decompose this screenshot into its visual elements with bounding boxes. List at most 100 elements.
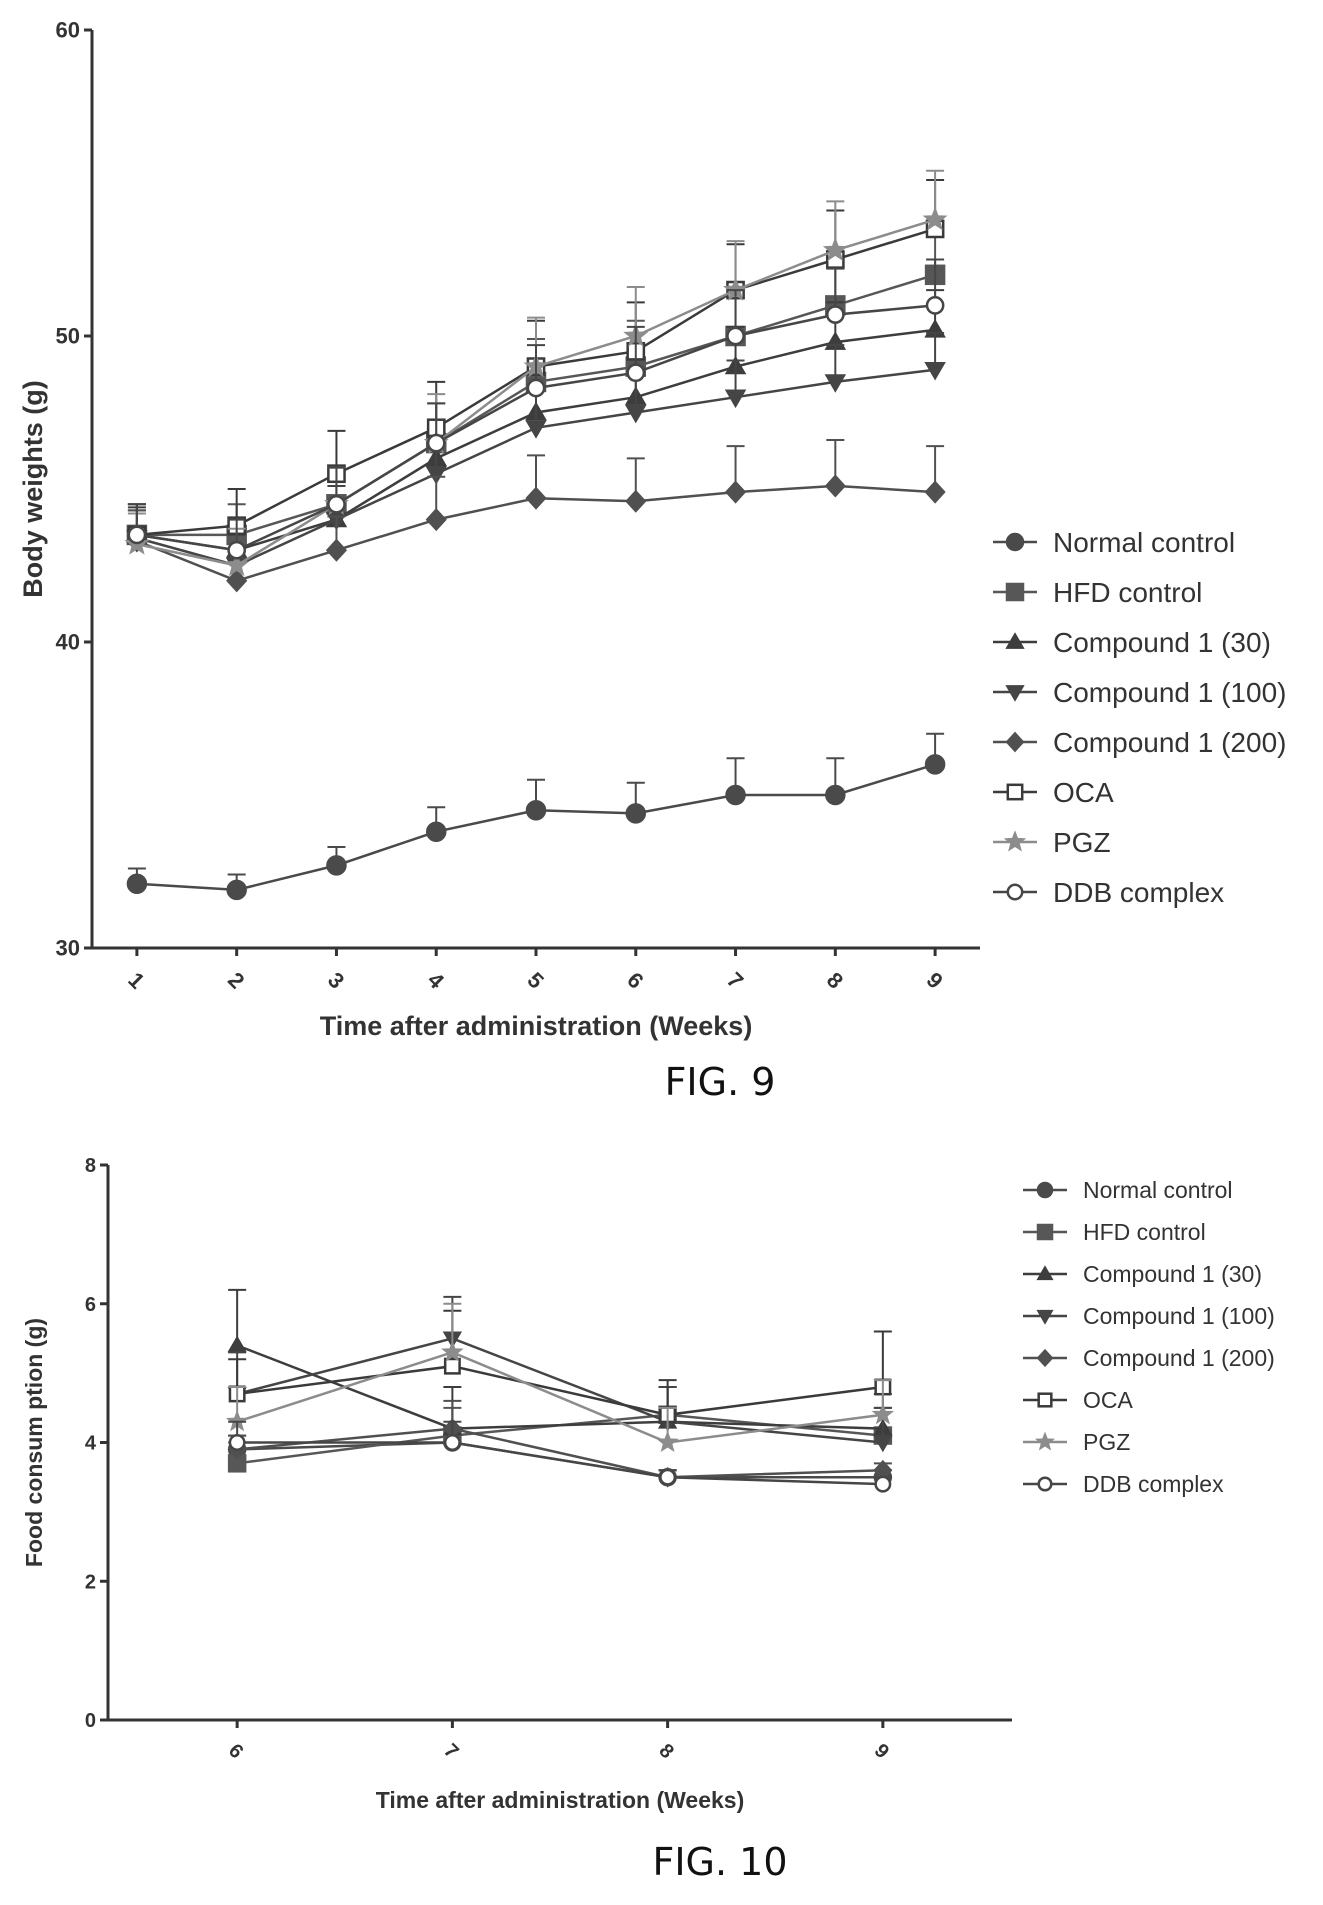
legend-label: OCA bbox=[1053, 777, 1114, 808]
data-point bbox=[426, 433, 446, 453]
data-point bbox=[924, 754, 946, 775]
series-normal-control bbox=[227, 1427, 893, 1487]
legend-marker bbox=[1036, 1309, 1054, 1325]
legend-item-compound-1-100: Compound 1 (100) bbox=[993, 677, 1286, 708]
legend-label: Compound 1 (100) bbox=[1083, 1303, 1275, 1329]
x-tick-label: 2 bbox=[223, 967, 249, 993]
legend-item-compound-1-100: Compound 1 (100) bbox=[1023, 1303, 1275, 1329]
data-point bbox=[825, 305, 845, 324]
series-compound-1-100 bbox=[227, 1295, 893, 1453]
legend-item-compound-1-30: Compound 1 (30) bbox=[1023, 1261, 1262, 1287]
data-point bbox=[871, 1402, 895, 1425]
legend-marker bbox=[1006, 883, 1024, 901]
data-point bbox=[227, 1335, 247, 1353]
series-line bbox=[237, 1441, 883, 1486]
legend-marker bbox=[1036, 1265, 1054, 1281]
data-point bbox=[724, 389, 747, 409]
legend-marker bbox=[1005, 632, 1025, 649]
data-point bbox=[625, 404, 647, 424]
legend-marker bbox=[1006, 783, 1024, 801]
x-tick-label: 8 bbox=[654, 1740, 677, 1763]
data-point bbox=[126, 873, 148, 894]
x-tick-label: 6 bbox=[622, 967, 648, 993]
data-point bbox=[425, 508, 447, 532]
figure-10: 0 2 4 6 8 6 7 8 9 Time after administration (Week… bbox=[0, 1125, 1323, 1884]
legend-label: Compound 1 (200) bbox=[1083, 1345, 1275, 1371]
legend-item-ddb-complex: DDB complex bbox=[993, 877, 1224, 908]
data-point bbox=[625, 803, 647, 824]
legend-marker bbox=[1003, 830, 1027, 852]
x-axis-title: Time after administration (Weeks) bbox=[376, 1787, 745, 1813]
y-axis-title: Food consum ption (g) bbox=[21, 1318, 47, 1567]
x-tick-label: 1 bbox=[123, 967, 149, 993]
data-point bbox=[443, 1434, 461, 1451]
series-line bbox=[236, 1350, 884, 1444]
x-tick-label: 4 bbox=[423, 967, 450, 994]
food-consumption-chart: 0 2 4 6 8 6 7 8 9 Time after administration (Week… bbox=[21, 1155, 1275, 1813]
data-point bbox=[525, 800, 547, 821]
legend-item-ddb-complex: DDB complex bbox=[1023, 1471, 1224, 1497]
data-point bbox=[127, 525, 147, 545]
legend-item-pgz: PGZ bbox=[1023, 1429, 1130, 1455]
data-point bbox=[525, 420, 547, 439]
legend-marker bbox=[1005, 532, 1025, 552]
legend-label: Normal control bbox=[1083, 1177, 1233, 1203]
series-line bbox=[236, 1364, 884, 1417]
legend-marker bbox=[1036, 1181, 1054, 1199]
legend-marker bbox=[1005, 731, 1025, 753]
legend-item-oca: OCA bbox=[1023, 1387, 1134, 1413]
y-tick-label: 8 bbox=[85, 1155, 96, 1177]
series-line bbox=[236, 1344, 883, 1430]
y-tick-label: 50 bbox=[56, 324, 80, 349]
x-tick-label: 8 bbox=[822, 967, 848, 993]
figure-10-caption: FIG. 10 bbox=[652, 1840, 788, 1884]
legend-label: PGZ bbox=[1083, 1429, 1130, 1455]
data-point bbox=[924, 480, 946, 504]
legend-label: HFD control bbox=[1083, 1219, 1206, 1245]
legend-item-oca: OCA bbox=[993, 777, 1114, 808]
legend-marker bbox=[1036, 1348, 1054, 1368]
legend-item-normal-control: Normal control bbox=[993, 527, 1235, 558]
data-point bbox=[924, 361, 946, 381]
y-tick-label: 30 bbox=[56, 936, 80, 961]
legend-marker bbox=[1036, 1223, 1054, 1241]
series-pgz bbox=[225, 1302, 895, 1453]
y-tick-label: 60 bbox=[56, 18, 80, 43]
legend-item-hfd-control: HFD control bbox=[993, 577, 1202, 608]
data-point bbox=[626, 363, 646, 383]
legend-item-pgz: PGZ bbox=[993, 827, 1111, 858]
legend: Normal control HFD control Compound 1 (30)… bbox=[1023, 1177, 1275, 1497]
legend-marker bbox=[1005, 582, 1025, 602]
legend-marker bbox=[1037, 1392, 1053, 1408]
data-point bbox=[425, 466, 447, 485]
data-point bbox=[228, 1434, 246, 1451]
data-point bbox=[327, 494, 346, 514]
series-normal-control bbox=[126, 732, 946, 901]
y-tick-label: 40 bbox=[56, 630, 80, 655]
body-weight-chart: 30 40 50 60 1 2 3 4 5 6 7 8 9 Time after administrati… bbox=[18, 18, 1286, 1041]
x-tick-label: 9 bbox=[922, 967, 948, 993]
legend-label: OCA bbox=[1083, 1387, 1134, 1413]
x-tick-label: 3 bbox=[323, 967, 349, 993]
data-point bbox=[443, 1357, 461, 1375]
legend: Normal control HFD control Compound 1 (30)… bbox=[993, 527, 1286, 908]
data-point bbox=[526, 378, 546, 398]
data-point bbox=[922, 206, 948, 231]
legend-label: Compound 1 (100) bbox=[1053, 677, 1286, 708]
data-point bbox=[326, 855, 347, 876]
legend-label: DDB complex bbox=[1083, 1471, 1224, 1497]
data-point bbox=[525, 486, 547, 510]
series-ddb-complex bbox=[127, 258, 945, 560]
y-tick-label: 6 bbox=[85, 1294, 96, 1316]
data-point bbox=[226, 569, 248, 593]
data-point bbox=[656, 1430, 679, 1453]
legend-marker bbox=[1005, 685, 1025, 702]
legend-item-compound-1-30: Compound 1 (30) bbox=[993, 627, 1271, 658]
y-tick-label: 0 bbox=[85, 1710, 96, 1732]
data-point bbox=[874, 1475, 892, 1493]
data-point bbox=[925, 296, 945, 315]
legend-label: HFD control bbox=[1053, 577, 1202, 608]
data-point bbox=[425, 821, 447, 842]
data-point bbox=[724, 480, 747, 504]
series-ddb-complex bbox=[228, 1420, 892, 1493]
